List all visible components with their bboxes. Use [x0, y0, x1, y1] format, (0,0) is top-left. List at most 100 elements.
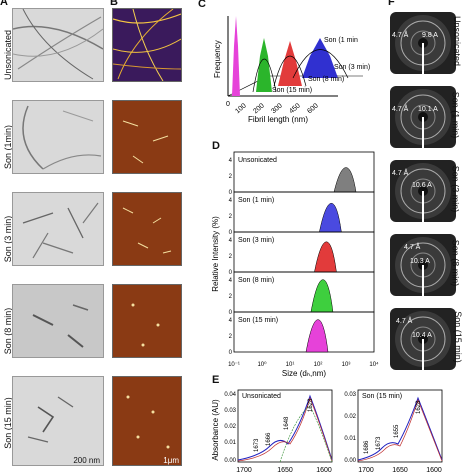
xrd-rings	[395, 163, 451, 222]
hist-son-3	[278, 41, 302, 86]
panel-e-right-xtick-2: 1600	[426, 467, 442, 474]
panel-e-left-fit	[237, 396, 333, 462]
panel-d-peak	[310, 279, 334, 313]
panel-e-right-ytick-2: 0.02	[344, 414, 356, 420]
panel-d-xlabel: Size (dₕ,nm)	[282, 369, 326, 378]
panel-c-xtick-2: 200	[252, 102, 266, 115]
panel-d-ytick: 2	[229, 334, 233, 340]
xrd-row-label-unsonicated: Unsonicated	[452, 15, 463, 67]
panel-d-subplot-label: Son (3 min)	[238, 237, 274, 244]
panel-e-left-xtick-1: 1650	[277, 467, 293, 474]
panel-c-xlabel: Fibril length (nm)	[248, 115, 308, 124]
tem-scale-bar-label: 200 nm	[73, 456, 100, 465]
afm-fibrils	[126, 395, 170, 449]
panel-e-left-title: Unsonicated	[242, 393, 281, 400]
afm-image-son-3	[112, 192, 182, 266]
panel-d-ytick: 4	[229, 198, 233, 204]
xrd-pattern-son-8: 4.7 Å 10.3 A	[390, 234, 456, 296]
panel-letter-c: C	[198, 0, 206, 10]
panel-d-ytick: 4	[229, 318, 233, 324]
xrd-row-label-son-8: Son (8 min)	[450, 239, 461, 287]
xrd-label-47: 4.7 Å	[396, 318, 413, 325]
panel-e-right-peak-1686: 1686	[364, 440, 370, 454]
xrd-row-label-son-3: Son (3 min)	[450, 165, 461, 213]
panel-e-right-ytick-0: 0.00	[344, 458, 356, 464]
xrd-label-spacing: 10.1 A	[418, 106, 438, 113]
panel-d-ytick: 0	[229, 190, 233, 196]
tem-image-son-3	[12, 192, 104, 266]
afm-fibrils	[122, 120, 169, 164]
panel-d-ytick: 2	[229, 254, 233, 260]
panel-d-frame	[233, 311, 375, 353]
panel-d-chart: Unsonicated 0 2 4 Son (1 min) 0 2 4 Son (3 min) 0…	[211, 151, 379, 378]
xrd-label-spacing: 9.8 A	[422, 32, 438, 39]
xrd-pattern-son-3: 4.7 Å 10.6 A	[390, 160, 456, 222]
panel-c-chart: Son (1 min Son (3 min) Son (8 min) Son (…	[213, 16, 370, 124]
xrd-rings	[395, 15, 451, 74]
xrd-row-label-son-15: Son (15 min)	[452, 311, 463, 363]
panel-e-ylabel: Absorbance (AU)	[211, 399, 220, 461]
xrd-rings	[395, 237, 451, 296]
panel-d-subplot-label: Unsonicated	[238, 157, 277, 164]
panel-c-legend-son-3: Son (3 min)	[334, 64, 370, 71]
panel-d-peak	[305, 319, 329, 353]
panel-e-left-xtick-0: 1700	[236, 467, 252, 474]
xrd-label-47: 4.7 Å	[404, 244, 421, 251]
afm-image-son-15: 1μm	[112, 376, 182, 466]
panel-e-right-fit	[357, 398, 443, 462]
panel-e-left-peak-1673: 1673	[254, 438, 260, 452]
xrd-label-47: 4.7 Å	[392, 106, 409, 113]
panel-d-ytick: 0	[229, 230, 233, 236]
panel-d-xtick-2: 10¹	[286, 362, 295, 368]
panel-d-peak	[314, 241, 337, 273]
afm-fibrils	[131, 303, 160, 347]
panel-e-chart: Absorbance (AU) Unsonicated 1673 1666 16…	[211, 389, 443, 474]
afm-image-son-1	[112, 100, 182, 174]
panel-e-right-ytick-3: 0.03	[344, 392, 356, 398]
panel-d-subplot-label: Son (8 min)	[238, 277, 274, 284]
panel-letter-e: E	[212, 374, 220, 386]
hist-son-8	[256, 38, 272, 92]
panel-d-ytick: 2	[229, 294, 233, 300]
panel-e-left-ytick-1: 0.01	[224, 440, 236, 446]
xrd-pattern-son-15: 4.7 Å 10.4 A	[390, 308, 456, 370]
panel-d-subplots: Unsonicated 0 2 4 Son (1 min) 0 2 4 Son (3 min) 0…	[229, 151, 375, 356]
xrd-pattern-son-1: 4.7 Å 10.1 A	[390, 86, 456, 148]
panel-d-peak	[333, 167, 357, 193]
tem-fibrils	[13, 9, 103, 80]
afm-fibrils	[113, 9, 181, 81]
tem-fibrils	[27, 396, 74, 443]
panel-e-left-peak-1666: 1666	[266, 432, 272, 446]
afm-scale-bar-label: 1μm	[163, 456, 179, 465]
panel-d-peak	[319, 202, 342, 233]
panel-e-left-frame	[237, 389, 333, 463]
xrd-pattern-unsonicated: 4.7 Å 9.8 A	[390, 12, 456, 74]
tem-fibrils	[32, 304, 89, 348]
panel-c-xtick-4: 450	[288, 102, 302, 115]
panel-c-xtick-3: 300	[270, 102, 284, 115]
panel-d-ylabel: Relative Intensity (%)	[211, 216, 220, 292]
tem-image-son-8	[12, 284, 104, 358]
panel-letter-b: B	[110, 0, 118, 8]
panel-d-xtick-3: 10²	[314, 362, 323, 368]
fit-curve-son-1	[292, 49, 349, 79]
panel-d-xtick-4: 10³	[342, 362, 351, 368]
panel-d-subplot-label: Son (15 min)	[238, 317, 278, 324]
panel-e-left-xtick-2: 1600	[316, 467, 332, 474]
panel-e-right-title: Son (15 min)	[362, 393, 402, 400]
panel-c-ylabel: Frequency	[213, 40, 222, 78]
fit-curve-son-3	[273, 55, 307, 87]
panel-e-right-frame	[357, 389, 443, 463]
panel-d-xtick-5: 10⁴	[369, 361, 379, 368]
tem-fibrils	[22, 105, 102, 170]
panel-e-right-peak-1673: 1673	[376, 436, 382, 450]
panel-c-xtick-5: 600	[306, 102, 320, 115]
afm-fibrils	[122, 207, 172, 254]
hist-son-15	[232, 16, 240, 96]
xrd-row-label-son-1: Son (1 min)	[450, 91, 461, 139]
panel-e-left-spectrum	[237, 394, 333, 461]
panel-d-ytick: 4	[229, 278, 233, 284]
panel-e-right-spectrum	[357, 396, 443, 461]
afm-image-son-8	[112, 284, 182, 358]
panel-c-legend-son-8: Son (8 min)	[308, 76, 344, 83]
